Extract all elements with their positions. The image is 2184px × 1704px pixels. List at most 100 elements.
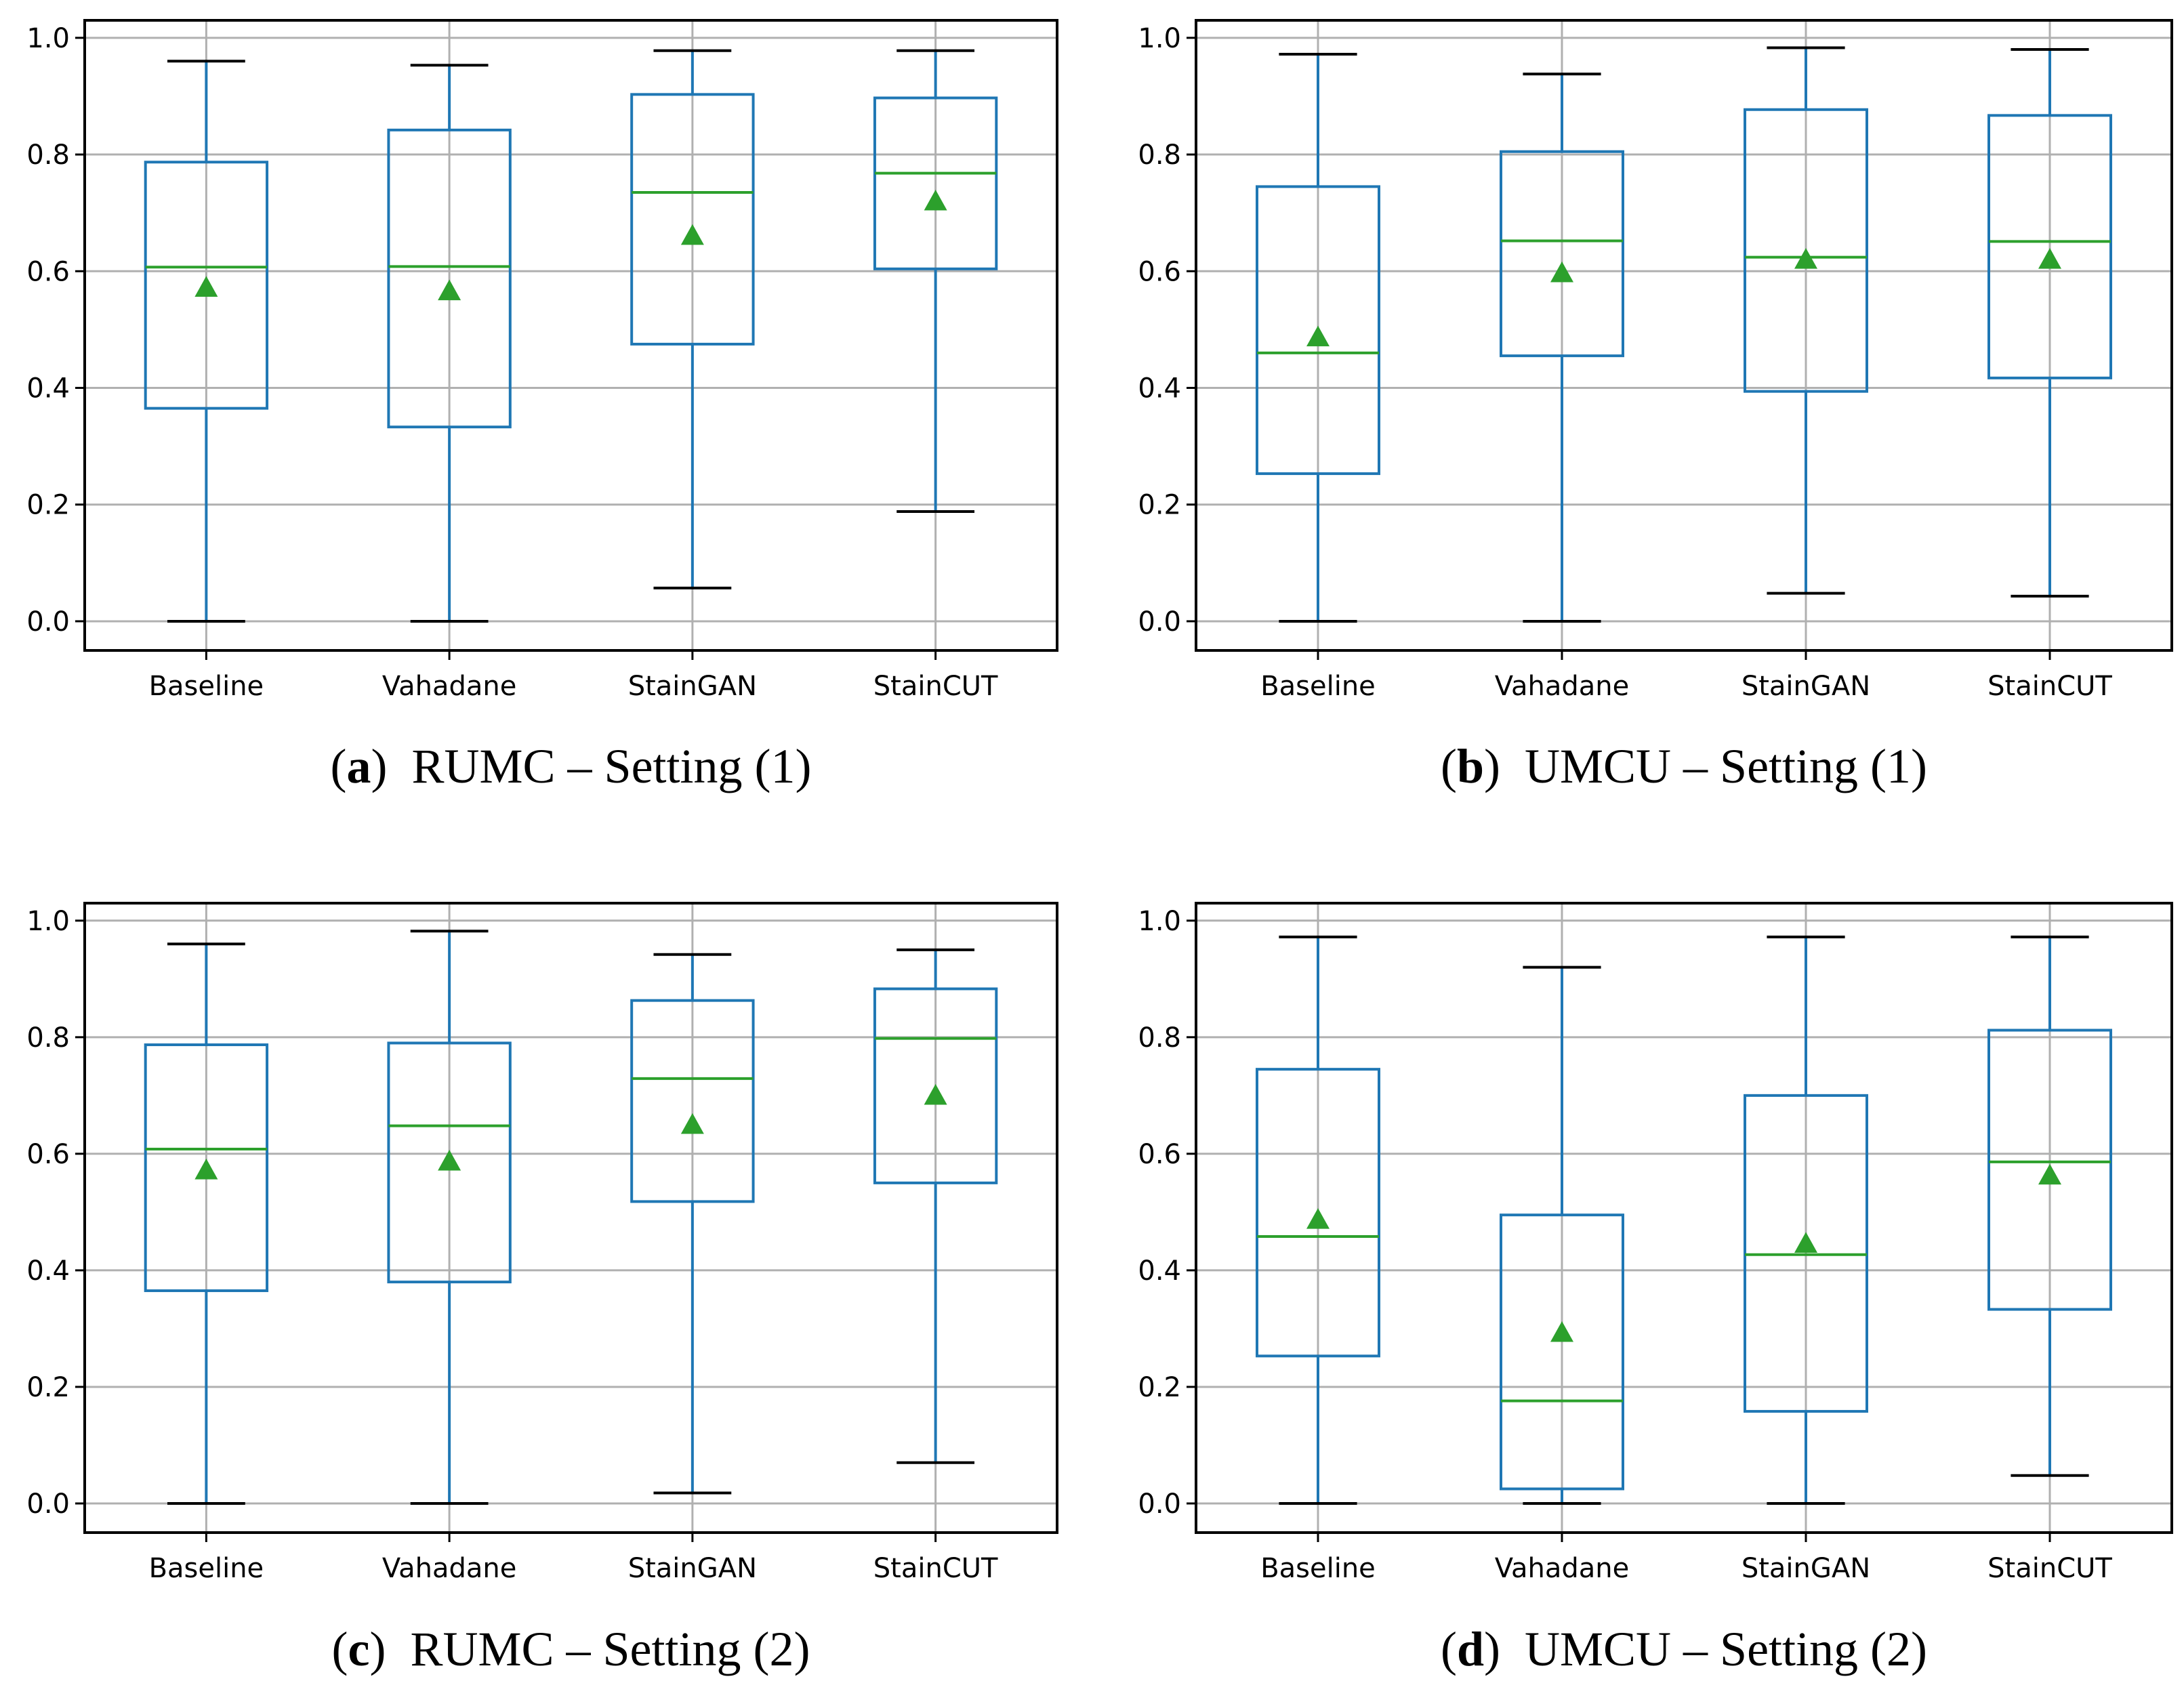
box-staincut [1987,48,2112,598]
iqr-box [144,161,269,410]
y-tick-label: 0.8 [26,1022,70,1054]
box-staincut [873,49,998,514]
box-vahadane [1500,965,1624,1505]
iqr-box [1500,150,1624,358]
box-vahadane [387,930,512,1505]
x-tick-label: Vahadane [1495,671,1630,702]
x-tick-label: StainCUT [1987,1553,2112,1584]
x-tick-label: Baseline [149,1553,264,1584]
y-tick-label: 1.0 [1138,906,1181,937]
grid-lines [85,903,1057,1533]
chart-panel-b: 0.0 0.2 0.4 0.6 0.8 1.0 Baseline Vahadane StainG… [1138,19,2173,793]
mean-marker [2038,248,2061,269]
y-tick-label: 0.2 [1138,490,1181,521]
caption-paren-close: ) [1484,1622,1525,1676]
iqr-box [873,987,998,1184]
y-tick-label: 0.8 [1138,1022,1181,1054]
y-tick-label: 0.6 [26,256,70,287]
chart-panel-c: 0.0 0.2 0.4 0.6 0.8 1.0 Baseline Vahadane StainG… [26,902,1058,1676]
grid-lines [85,20,1057,650]
iqr-box [1744,108,1868,393]
x-tick-label: Vahadane [382,1553,517,1584]
caption-text: UMCU – Setting (2) [1525,1622,1927,1676]
iqr-box [144,1043,269,1293]
box-staingan [1744,935,1868,1505]
y-tick-label: 1.0 [1138,23,1181,54]
mean-marker [1550,261,1573,283]
x-tick-label: Baseline [149,671,264,702]
plot-frame [83,902,1058,1534]
x-tick-label: StainCUT [873,671,998,702]
box-staincut [1987,935,2112,1477]
caption-letter: a [346,739,371,793]
caption-paren-close: ) [1484,739,1525,793]
x-tick-label: StainCUT [1987,671,2112,702]
iqr-box [1256,1068,1380,1358]
mean-marker [1306,325,1330,347]
panel-caption: (a) RUMC – Setting (1) [331,739,812,793]
y-tick-label: 0.0 [26,606,70,638]
mean-marker [924,1083,947,1105]
y-tick-label: 0.6 [1138,256,1181,287]
chart-panel-a: 0.0 0.2 0.4 0.6 0.8 1.0 Baseline Vahadane StainG… [26,19,1058,793]
y-tick-label: 0.4 [1138,1255,1181,1287]
y-tick-label: 0.4 [26,373,70,404]
y-tick-label: 0.0 [1138,1489,1181,1520]
box-baseline [1256,935,1380,1505]
box-staingan [1744,46,1868,595]
mean-marker [1550,1321,1573,1342]
iqr-box [1987,114,2112,379]
panel-caption: (c) RUMC – Setting (2) [332,1622,810,1676]
mean-marker [194,276,218,297]
x-tick-label: Vahadane [1495,1553,1630,1584]
iqr-box [630,93,755,346]
caption-text: UMCU – Setting (1) [1525,739,1927,793]
y-tick-label: 1.0 [26,906,70,937]
plot-frame [1195,902,2173,1534]
box-staingan [630,953,755,1495]
mean-marker [438,1150,461,1171]
caption-letter: d [1457,1622,1484,1676]
mean-marker [1794,248,1817,269]
iqr-box [1256,185,1380,476]
box-vahadane [387,64,512,623]
y-tick-label: 0.4 [26,1255,70,1287]
caption-paren-close: ) [371,739,411,793]
y-tick-label: 0.6 [1138,1139,1181,1170]
iqr-box [873,96,998,270]
y-tick-label: 0.4 [1138,373,1181,404]
panel-caption: (b) UMCU – Setting (1) [1441,739,1927,793]
y-tick-label: 0.2 [1138,1372,1181,1403]
caption-paren-open: ( [332,1622,348,1676]
mean-marker [924,189,947,211]
mean-marker [1794,1232,1817,1253]
iqr-box [1987,1028,2112,1311]
caption-paren-close: ) [369,1622,410,1676]
box-baseline [144,942,269,1505]
plot-frame [83,19,1058,652]
iqr-box [387,1041,512,1284]
y-tick-label: 1.0 [26,23,70,54]
caption-letter: b [1457,739,1484,793]
box-staincut [873,948,998,1464]
x-tick-label: StainGAN [1742,1553,1870,1584]
caption-paren-open: ( [331,739,347,793]
caption-text: RUMC – Setting (1) [411,739,811,793]
x-tick-label: StainGAN [628,671,757,702]
caption-text: RUMC – Setting (2) [410,1622,810,1676]
y-tick-label: 0.6 [26,1139,70,1170]
caption-paren-open: ( [1441,739,1457,793]
caption-letter: c [348,1622,370,1676]
x-tick-label: Baseline [1260,1553,1376,1584]
iqr-box [1500,1213,1624,1491]
x-tick-label: StainGAN [1742,671,1870,702]
mean-marker [194,1158,218,1180]
x-tick-label: Vahadane [382,671,517,702]
iqr-box [630,999,755,1203]
x-tick-label: Baseline [1260,671,1376,702]
x-tick-label: StainGAN [628,1553,757,1584]
grid-lines [1196,903,2172,1533]
x-tick-label: StainCUT [873,1553,998,1584]
y-tick-label: 0.2 [26,1372,70,1403]
